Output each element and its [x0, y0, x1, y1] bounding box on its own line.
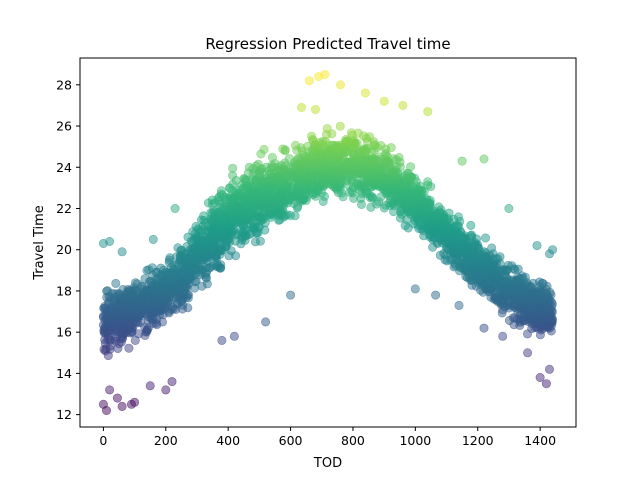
data-point — [278, 144, 288, 154]
data-point — [228, 163, 238, 173]
data-point — [111, 278, 121, 288]
y-tick-label: 14 — [56, 366, 72, 381]
data-point — [124, 343, 134, 353]
data-point — [532, 241, 542, 251]
x-tick-label: 1000 — [399, 433, 431, 448]
x-tick-label: 800 — [341, 433, 365, 448]
data-point — [534, 277, 544, 287]
data-point — [216, 186, 226, 196]
data-point — [444, 208, 454, 218]
data-point — [498, 331, 508, 341]
data-point — [406, 162, 416, 172]
y-tick-label: 16 — [56, 325, 72, 340]
data-point — [118, 284, 128, 294]
data-point — [322, 124, 332, 134]
x-tick-label: 1200 — [462, 433, 494, 448]
data-point — [434, 202, 444, 212]
data-point — [112, 393, 122, 403]
data-point — [267, 153, 277, 163]
data-point — [253, 159, 263, 169]
data-point — [170, 204, 180, 214]
data-point — [255, 236, 265, 246]
data-point — [480, 233, 490, 243]
data-point — [466, 220, 476, 230]
data-point — [431, 290, 441, 300]
data-point — [117, 247, 127, 257]
data-point — [290, 140, 300, 150]
data-point — [140, 274, 150, 284]
data-point — [360, 88, 370, 98]
y-tick-label: 22 — [56, 201, 72, 216]
data-point — [105, 385, 115, 395]
data-point — [504, 204, 514, 214]
data-point — [217, 335, 227, 345]
data-point — [548, 245, 558, 255]
data-point — [284, 154, 294, 164]
data-point — [457, 156, 467, 166]
data-point — [423, 177, 433, 187]
chart-title: Regression Predicted Travel time — [205, 35, 450, 53]
data-point — [466, 230, 476, 240]
data-point — [296, 103, 306, 113]
y-axis-label: Travel Time — [32, 205, 47, 281]
data-point — [145, 381, 155, 391]
data-point — [167, 377, 177, 387]
y-tick-label: 20 — [56, 242, 72, 257]
data-point — [379, 96, 389, 106]
data-point — [386, 143, 396, 153]
data-point — [479, 154, 489, 164]
data-point — [503, 260, 513, 270]
data-point — [261, 317, 271, 327]
x-tick-label: 200 — [154, 433, 178, 448]
data-points — [98, 70, 558, 415]
data-point — [105, 237, 115, 247]
x-axis-label: TOD — [313, 456, 342, 471]
data-point — [259, 144, 269, 154]
x-tick-label: 400 — [216, 433, 240, 448]
data-point — [229, 331, 239, 341]
x-tick-label: 1400 — [524, 433, 556, 448]
data-point — [335, 121, 345, 131]
data-point — [410, 284, 420, 294]
data-point — [147, 263, 157, 273]
data-point — [304, 76, 314, 86]
y-tick-label: 18 — [56, 283, 72, 298]
data-point — [541, 379, 551, 389]
data-point — [310, 105, 320, 115]
data-point — [423, 107, 433, 117]
data-point — [320, 70, 330, 80]
data-point — [103, 286, 113, 296]
data-point — [523, 348, 533, 358]
y-tick-label: 24 — [56, 160, 72, 175]
data-point — [398, 100, 408, 110]
x-tick-label: 600 — [279, 433, 303, 448]
y-tick-label: 12 — [56, 407, 72, 422]
data-point — [535, 372, 545, 382]
data-point — [454, 300, 464, 310]
data-point — [130, 397, 140, 407]
data-point — [173, 243, 183, 253]
data-point — [117, 401, 127, 411]
data-point — [394, 153, 404, 163]
data-point — [479, 323, 489, 333]
data-point — [307, 131, 317, 141]
data-point — [161, 385, 171, 395]
data-point — [98, 399, 108, 409]
data-point — [335, 80, 345, 90]
data-point — [517, 271, 527, 281]
data-point — [286, 290, 296, 300]
data-point — [156, 263, 166, 273]
data-point — [148, 234, 158, 244]
data-point — [544, 364, 554, 374]
data-point — [130, 278, 140, 288]
data-point — [346, 128, 356, 138]
y-tick-label: 26 — [56, 119, 72, 134]
y-tick-label: 28 — [56, 77, 72, 92]
data-point — [453, 212, 463, 222]
data-point — [487, 243, 497, 253]
x-tick-label: 0 — [99, 433, 107, 448]
